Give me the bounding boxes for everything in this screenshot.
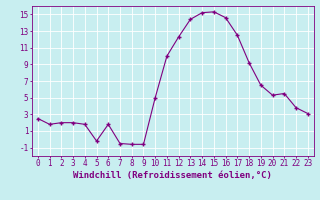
X-axis label: Windchill (Refroidissement éolien,°C): Windchill (Refroidissement éolien,°C): [73, 171, 272, 180]
